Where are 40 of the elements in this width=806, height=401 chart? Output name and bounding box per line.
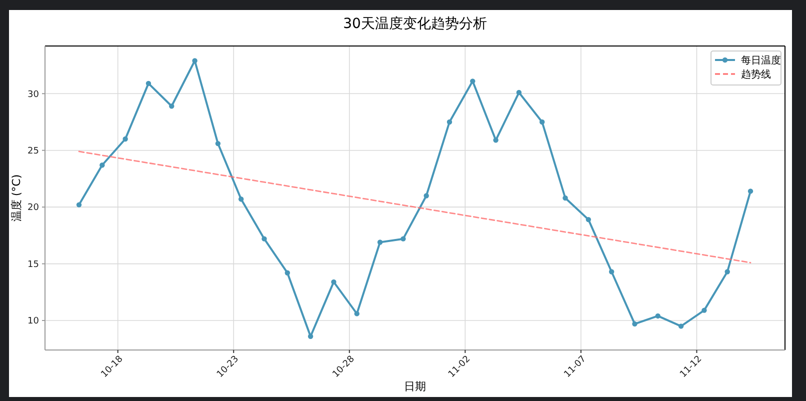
point — [678, 324, 684, 329]
legend-label: 趋势线 — [741, 68, 771, 80]
point — [308, 334, 314, 339]
point — [122, 136, 128, 142]
point — [192, 58, 198, 64]
point — [169, 104, 174, 109]
point — [702, 308, 707, 313]
y-axis-title: 温度 (°C) — [10, 174, 23, 222]
point — [238, 196, 244, 202]
point — [354, 311, 360, 316]
point — [516, 90, 522, 96]
point — [608, 269, 614, 274]
y-tick-label: 30 — [28, 90, 40, 100]
point — [446, 119, 452, 125]
point — [586, 216, 592, 222]
point — [262, 236, 267, 242]
point — [400, 236, 406, 242]
y-tick-label: 20 — [28, 203, 40, 214]
legend-label: 每日温度 — [741, 54, 781, 66]
point — [377, 240, 383, 245]
chart-title: 30天温度变化趋势分析 — [343, 16, 487, 32]
y-tick-label: 25 — [28, 146, 39, 157]
point — [470, 78, 476, 84]
point — [424, 193, 429, 198]
y-tick-label: 10 — [28, 316, 40, 327]
point — [215, 140, 221, 146]
point — [540, 119, 545, 125]
point — [632, 321, 638, 327]
point — [284, 270, 290, 276]
point — [76, 202, 82, 208]
point — [655, 313, 660, 319]
y-tick-label: 15 — [28, 260, 39, 270]
point — [562, 195, 568, 201]
point — [748, 188, 754, 194]
point — [493, 138, 498, 143]
point — [331, 279, 336, 285]
point — [100, 162, 105, 168]
x-axis-title: 日期 — [404, 380, 426, 393]
point — [146, 80, 152, 86]
point — [724, 269, 730, 274]
